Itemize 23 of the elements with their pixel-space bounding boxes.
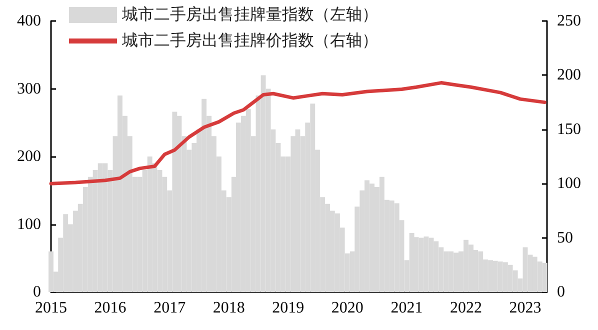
y-tick-label: 400 — [17, 12, 41, 30]
x-tick-label: 2019 — [272, 300, 304, 316]
x-tick-label: 2020 — [331, 300, 364, 316]
y-tick-label: 100 — [17, 216, 41, 233]
y2-tick-label: 50 — [557, 229, 573, 246]
x-tick-label: 2017 — [154, 300, 186, 316]
x-tick-label: 2016 — [94, 300, 126, 316]
x-tick-label: 2022 — [450, 300, 482, 316]
x-tick-label: 2023 — [509, 300, 542, 316]
y2-tick-label: 200 — [557, 66, 581, 84]
x-tick-label: 2021 — [390, 300, 423, 316]
y-tick-label: 200 — [17, 148, 41, 165]
y2-tick-label: 100 — [557, 175, 581, 192]
legend-label: 城市二手房出售挂牌价指数（右轴） — [121, 32, 378, 50]
y2-tick-label: 150 — [557, 120, 581, 138]
legend-label: 城市二手房出售挂牌量指数（左轴） — [121, 6, 378, 24]
y2-tick-label: 0 — [557, 284, 565, 300]
line-series — [49, 81, 546, 186]
y-tick-label: 0 — [33, 284, 41, 300]
y2-tick-label: 250 — [557, 12, 581, 30]
x-tick-label: 2015 — [35, 300, 67, 316]
y-tick-label: 300 — [17, 80, 41, 98]
x-tick-label: 2018 — [212, 300, 245, 316]
